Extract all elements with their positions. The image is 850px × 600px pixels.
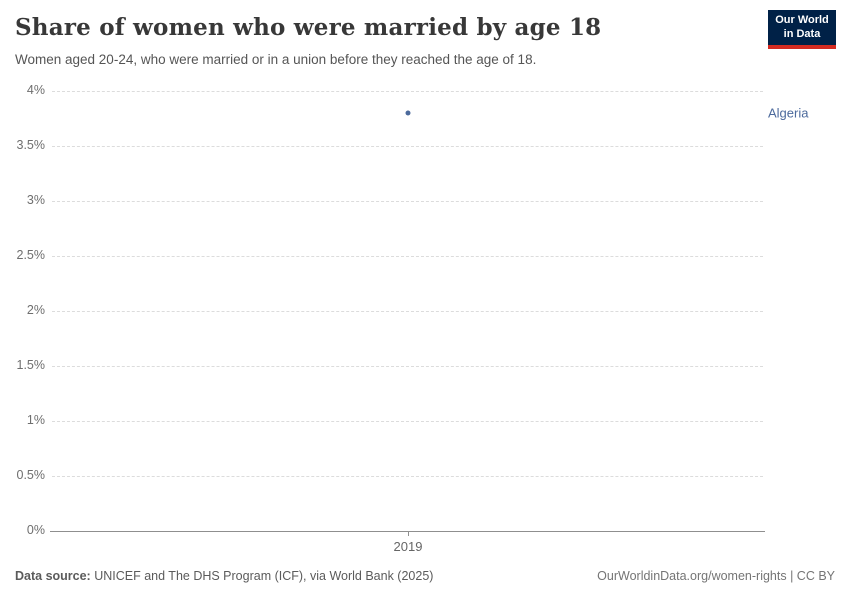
data-source-text: UNICEF and The DHS Program (ICF), via Wo… bbox=[90, 569, 434, 583]
chart-subtitle: Women aged 20-24, who were married or in… bbox=[15, 52, 537, 67]
data-source-note: Data source: UNICEF and The DHS Program … bbox=[15, 569, 433, 583]
owid-logo-line2: in Data bbox=[783, 27, 821, 40]
gridline bbox=[52, 366, 763, 367]
y-axis-tick-label: 3.5% bbox=[16, 138, 46, 152]
entity-label-algeria[interactable]: Algeria bbox=[768, 105, 809, 121]
page-title: Share of women who were married by age 1… bbox=[15, 14, 602, 41]
x-axis-line bbox=[50, 531, 765, 532]
gridline bbox=[52, 91, 763, 92]
x-axis-tick-label: 2019 bbox=[393, 539, 423, 554]
chart-footer: Data source: UNICEF and The DHS Program … bbox=[15, 569, 835, 583]
gridline bbox=[52, 256, 763, 257]
gridline bbox=[52, 146, 763, 147]
owid-logo-line1: Our World bbox=[775, 13, 829, 26]
gridline bbox=[52, 421, 763, 422]
y-axis-tick-label: 1% bbox=[26, 413, 45, 427]
y-axis-tick-label: 3% bbox=[26, 193, 45, 207]
license-note[interactable]: OurWorldinData.org/women-rights | CC BY bbox=[597, 569, 835, 583]
y-axis-tick-label: 4% bbox=[26, 83, 45, 97]
gridline bbox=[52, 311, 763, 312]
y-axis-tick-label: 2.5% bbox=[16, 248, 46, 262]
owid-logo: Our World in Data bbox=[768, 10, 836, 49]
y-axis-tick-label: 0% bbox=[26, 523, 45, 537]
data-source-label: Data source: bbox=[15, 569, 91, 583]
y-axis-tick-label: 2% bbox=[26, 303, 45, 317]
gridline bbox=[52, 476, 763, 477]
gridline bbox=[52, 201, 763, 202]
data-point-algeria[interactable] bbox=[405, 110, 411, 116]
y-axis-tick-label: 0.5% bbox=[16, 468, 46, 482]
y-axis-tick-label: 1.5% bbox=[16, 358, 46, 372]
x-axis-tick bbox=[408, 531, 409, 536]
